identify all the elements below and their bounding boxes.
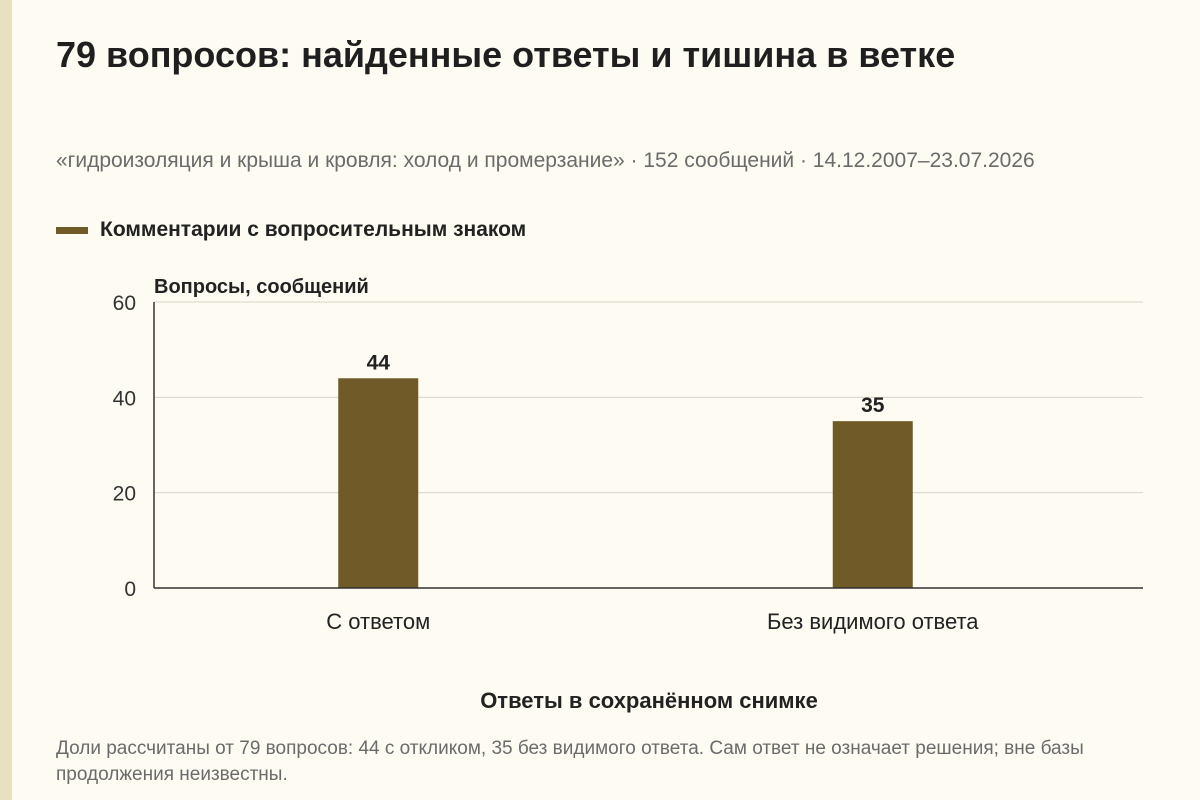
bar-2 [832,421,913,588]
x-axis-title: Ответы в сохранённом снимке [480,688,818,713]
y-tick-label: 60 [113,292,136,315]
legend-swatch [56,226,88,234]
x-tick-label: С ответом [326,609,430,634]
left-accent-strip [0,0,12,800]
data-label: 44 [367,351,391,374]
legend-label: Комментарии с вопросительным знаком [100,218,527,241]
y-tick-label: 0 [124,578,136,601]
bar-1 [338,378,419,588]
y-tick-label: 40 [113,387,136,410]
y-tick-label: 20 [113,483,136,506]
x-tick-label: Без видимого ответа [767,609,979,634]
footnote: Доли рассчитаны от 79 вопросов: 44 с отк… [56,738,1084,785]
chart-title: 79 вопросов: найденные ответы и тишина в… [56,34,956,75]
y-axis-title: Вопросы, сообщений [154,276,369,298]
chart-subtitle: «гидроизоляция и крыша и кровля: холод и… [56,149,1035,172]
data-label: 35 [861,394,885,417]
legend: Комментарии с вопросительным знаком [56,218,526,242]
